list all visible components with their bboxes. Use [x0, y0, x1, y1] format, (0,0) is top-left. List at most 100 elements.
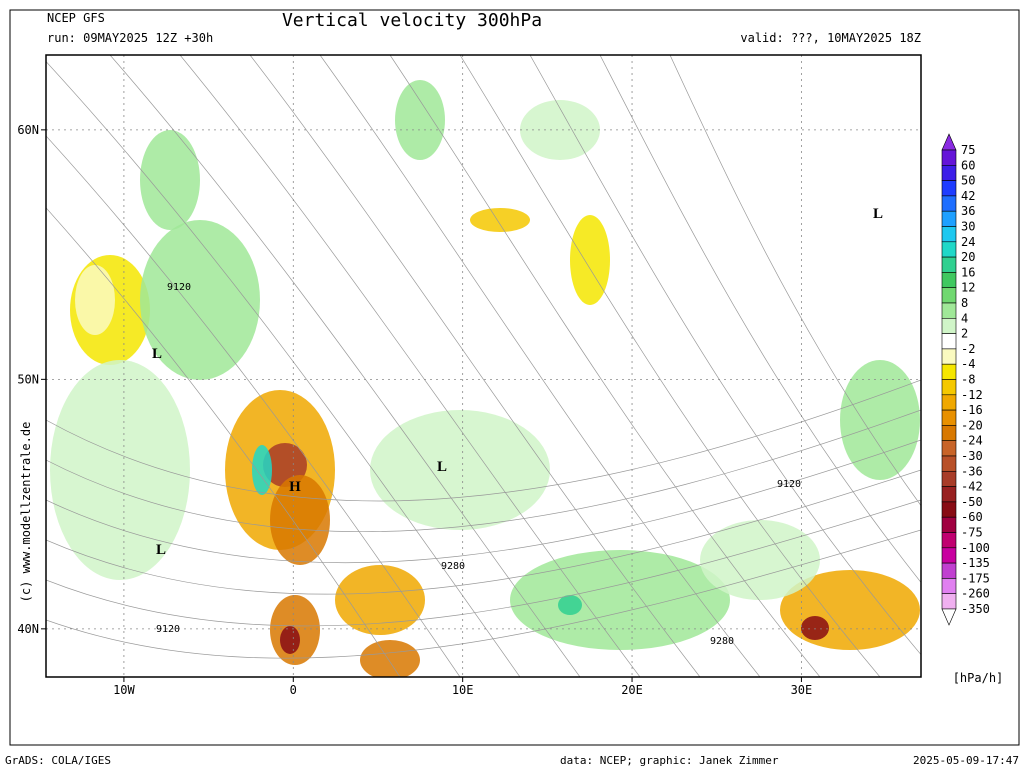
colorbar-box — [941, 302, 957, 319]
graticule: 10W 0 10E 20E 30E 60N 50N 40N — [17, 55, 921, 697]
contour-label: 9280 — [710, 636, 734, 647]
height-contour — [46, 409, 921, 533]
colorbar-label: -42 — [961, 480, 983, 494]
height-contour — [669, 55, 921, 507]
software-credit: GrADS: COLA/IGES — [5, 754, 111, 767]
colorbar-box — [941, 241, 957, 258]
height-contour — [46, 469, 921, 595]
shading-patch — [50, 360, 190, 580]
shading-patch — [840, 360, 920, 480]
colorbar-box — [941, 226, 957, 243]
colorbar-box — [941, 180, 957, 197]
colorbar-box — [941, 165, 957, 181]
lon-tick-label: 0 — [290, 683, 297, 697]
map-labels: L L L L H 9120 9120 9120 9280 9280 — [152, 206, 883, 647]
colorbar-box — [941, 333, 957, 350]
colorbar-box — [941, 562, 957, 579]
contour-label: 9120 — [777, 479, 801, 490]
colorbar-box — [941, 348, 957, 365]
colorbar-label: -30 — [961, 449, 983, 463]
colorbar-box — [941, 409, 957, 426]
pressure-center-label: L — [873, 206, 883, 222]
colorbar-label: -2 — [961, 342, 975, 356]
shading-patch — [252, 445, 272, 495]
colorbar-label: 24 — [961, 235, 975, 249]
field-shading — [46, 55, 921, 677]
colorbar-label: -135 — [961, 556, 990, 570]
colorbar-box — [941, 501, 957, 518]
colorbar-box — [941, 425, 957, 441]
colorbar-label: -75 — [961, 526, 983, 540]
pressure-center-label: L — [156, 542, 166, 558]
shading-patch — [510, 550, 730, 650]
colorbar-box — [941, 486, 957, 503]
height-contour — [599, 55, 921, 583]
colorbar-box — [941, 516, 957, 533]
colorbar-label: -24 — [961, 434, 983, 448]
model-name: NCEP GFS — [47, 11, 105, 25]
colorbar-label: 2 — [961, 327, 968, 341]
valid-time: valid: ???, 10MAY2025 18Z — [740, 31, 921, 45]
colorbar-box — [941, 287, 957, 304]
shading-patch — [75, 265, 115, 335]
colorbar-box — [941, 379, 957, 396]
run-info: run: 09MAY2025 12Z +30h — [47, 31, 213, 45]
colorbar-unit: [hPa/h] — [953, 671, 1004, 685]
shading-patch — [801, 616, 829, 640]
colorbar-label: -8 — [961, 373, 975, 387]
colorbar-box — [941, 532, 957, 549]
colorbar-box — [941, 256, 957, 273]
shading-patch — [360, 640, 420, 677]
pressure-center-label: L — [152, 346, 162, 362]
lat-tick-label: 40N — [17, 622, 39, 636]
colorbar-box — [941, 547, 957, 564]
colorbar-label: -50 — [961, 495, 983, 509]
colorbar-label: 60 — [961, 158, 975, 172]
colorbar-box — [941, 195, 957, 212]
shading-patch — [140, 220, 260, 380]
colorbar-label: -36 — [961, 464, 983, 478]
page-frame — [9, 9, 1020, 746]
colorbar-box — [941, 440, 957, 457]
shading-patch — [335, 565, 425, 635]
shading-patch — [395, 80, 445, 160]
colorbar-label: 50 — [961, 174, 975, 188]
colorbar-label: -175 — [961, 571, 990, 585]
colorbar-box — [941, 578, 957, 595]
colorbar-box — [941, 210, 957, 227]
colorbar: 75605042363024201612842-2-4-8-12-16-20-2… — [941, 133, 990, 626]
colorbar-label: 36 — [961, 204, 975, 218]
colorbar-box — [941, 272, 957, 288]
shading-patch — [470, 208, 530, 232]
colorbar-label: -20 — [961, 418, 983, 432]
colorbar-label: -16 — [961, 403, 983, 417]
lon-tick-label: 30E — [791, 683, 813, 697]
colorbar-label: -260 — [961, 587, 990, 601]
shading-patch — [700, 520, 820, 600]
colorbar-box — [941, 593, 957, 610]
lon-tick-label: 20E — [621, 683, 643, 697]
colorbar-label: 16 — [961, 265, 975, 279]
colorbar-label: 30 — [961, 220, 975, 234]
lon-tick-label: 10W — [113, 683, 135, 697]
colorbar-box — [941, 317, 957, 334]
height-contour — [46, 135, 461, 677]
height-contour — [46, 499, 921, 627]
height-contour — [389, 55, 821, 677]
colorbar-label: -100 — [961, 541, 990, 555]
shading-patch — [140, 130, 200, 230]
contour-label: 9120 — [167, 282, 191, 293]
map-frame — [45, 54, 922, 678]
colorbar-label: 8 — [961, 296, 968, 310]
contour-label: 9280 — [441, 561, 465, 572]
height-contour — [109, 55, 581, 677]
height-contour — [46, 207, 401, 677]
colorbar-label: 42 — [961, 189, 975, 203]
shading-patch — [280, 626, 300, 654]
colorbar-label: -350 — [961, 602, 990, 616]
shading-patch — [520, 100, 600, 160]
lat-tick-label: 50N — [17, 372, 39, 386]
colorbar-label: -60 — [961, 510, 983, 524]
height-contour — [46, 529, 921, 659]
height-contour — [46, 439, 921, 564]
